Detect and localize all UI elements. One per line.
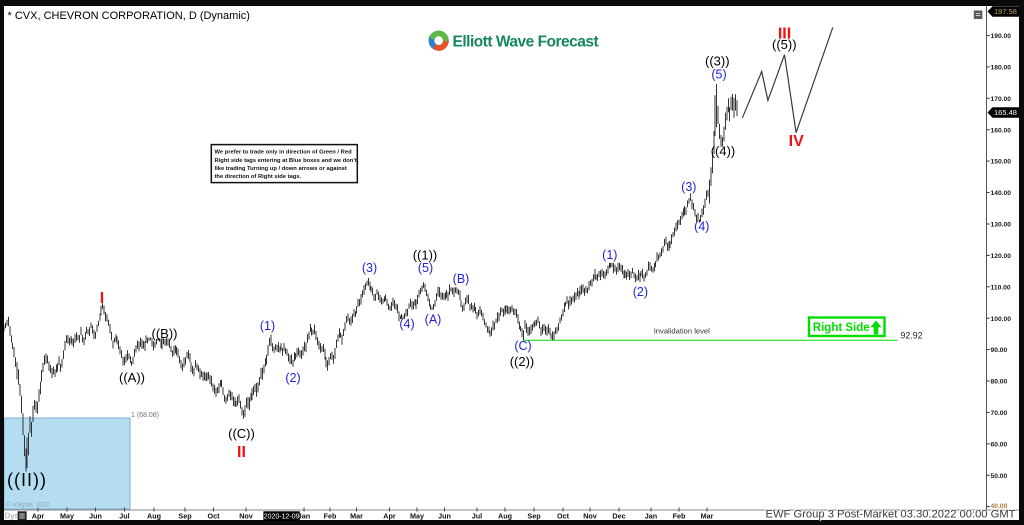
svg-text:110.00: 110.00 xyxy=(991,284,1011,291)
svg-text:((A)): ((A)) xyxy=(119,370,145,385)
svg-text:70.00: 70.00 xyxy=(991,410,1008,417)
svg-text:the direction of Right side ta: the direction of Right side tags. xyxy=(215,174,302,180)
svg-text:170.00: 170.00 xyxy=(991,96,1012,103)
svg-text:120.00: 120.00 xyxy=(991,253,1012,260)
svg-text:165.48: 165.48 xyxy=(994,108,1017,117)
svg-text:Feb: Feb xyxy=(673,512,686,521)
svg-text:EWF Group 3 Post-Market 03.30.: EWF Group 3 Post-Market 03.30.2022 00:00… xyxy=(766,508,1016,520)
svg-text:90.00: 90.00 xyxy=(991,347,1008,354)
svg-text:Aug: Aug xyxy=(147,512,161,521)
svg-text:197.58: 197.58 xyxy=(994,7,1017,16)
svg-text:Jun: Jun xyxy=(89,512,102,521)
svg-text:((3)): ((3)) xyxy=(705,54,730,69)
svg-text:190.00: 190.00 xyxy=(991,33,1012,40)
svg-text:130.00: 130.00 xyxy=(991,222,1012,229)
svg-text:60.00: 60.00 xyxy=(991,441,1008,448)
svg-text:((1)): ((1)) xyxy=(413,248,438,263)
svg-text:(A): (A) xyxy=(425,313,442,327)
svg-text:140.00: 140.00 xyxy=(991,190,1012,197)
svg-text:Nov: Nov xyxy=(583,512,597,521)
svg-text:Nov: Nov xyxy=(239,512,253,521)
svg-text:((2)): ((2)) xyxy=(510,354,535,369)
svg-text:© eSignal, 2022: © eSignal, 2022 xyxy=(7,502,50,509)
svg-text:(1): (1) xyxy=(602,248,617,262)
svg-text:Mar: Mar xyxy=(701,512,714,521)
svg-text:May: May xyxy=(410,512,424,521)
svg-text:((II)): ((II)) xyxy=(7,470,47,490)
svg-text:Jan: Jan xyxy=(298,512,310,521)
svg-text:III: III xyxy=(778,26,791,43)
svg-text:Jul: Jul xyxy=(119,512,129,521)
svg-text:40.00: 40.00 xyxy=(991,503,1008,510)
svg-text:1 (68.08): 1 (68.08) xyxy=(131,412,159,419)
svg-text:* CVX, CHEVRON CORPORATION, D: * CVX, CHEVRON CORPORATION, D (Dynamic) xyxy=(8,10,250,22)
svg-text:100.00: 100.00 xyxy=(991,316,1012,323)
svg-text:92.92: 92.92 xyxy=(901,331,923,341)
svg-text:((B)): ((B)) xyxy=(152,326,178,341)
svg-text:(3): (3) xyxy=(362,261,377,275)
svg-text:((4)): ((4)) xyxy=(711,144,736,159)
svg-text:180.00: 180.00 xyxy=(991,65,1012,72)
svg-text:50.00: 50.00 xyxy=(991,473,1008,480)
svg-text:160.00: 160.00 xyxy=(991,127,1012,134)
svg-text:Sep: Sep xyxy=(527,512,541,521)
svg-text:Mar: Mar xyxy=(350,512,363,521)
svg-text:Jan: Jan xyxy=(645,512,657,521)
svg-text:Apr: Apr xyxy=(383,512,396,521)
svg-text:Jun: Jun xyxy=(438,512,451,521)
svg-text:150.00: 150.00 xyxy=(991,159,1012,166)
svg-text:((5)): ((5)) xyxy=(772,37,797,52)
svg-text:(3): (3) xyxy=(681,180,696,194)
svg-text:Sep: Sep xyxy=(178,512,192,521)
svg-text:Right side tags entering at Bl: Right side tags entering at Blue boxes a… xyxy=(215,158,357,164)
svg-text:Oct: Oct xyxy=(557,512,570,521)
svg-text:(5): (5) xyxy=(418,261,433,275)
svg-text:May: May xyxy=(60,512,74,521)
svg-text:(2): (2) xyxy=(633,285,648,299)
svg-text:II: II xyxy=(237,444,246,461)
svg-text:(4): (4) xyxy=(694,220,709,234)
svg-text:(B): (B) xyxy=(453,272,470,286)
svg-text:(5): (5) xyxy=(711,67,726,81)
svg-text:We prefer to trade only in dir: We prefer to trade only in direction of … xyxy=(215,150,353,156)
svg-text:(1): (1) xyxy=(260,319,275,333)
svg-text:like trading Turning up / down: like trading Turning up / down arrows or… xyxy=(215,166,347,172)
svg-text:Apr: Apr xyxy=(32,512,45,521)
svg-text:(4): (4) xyxy=(399,317,414,331)
svg-text:Elliott Wave Forecast: Elliott Wave Forecast xyxy=(453,34,599,51)
svg-text:(C): (C) xyxy=(514,339,531,353)
svg-text:2020-12-09: 2020-12-09 xyxy=(264,514,300,521)
svg-text:I: I xyxy=(100,290,104,307)
svg-text:Feb: Feb xyxy=(324,512,337,521)
svg-text:Jul: Jul xyxy=(472,512,482,521)
svg-text:Oct: Oct xyxy=(208,512,221,521)
svg-text:(2): (2) xyxy=(285,371,300,385)
svg-text:Invalidation level: Invalidation level xyxy=(654,327,710,336)
svg-text:IV: IV xyxy=(789,133,804,150)
svg-text:((C)): ((C)) xyxy=(228,426,255,441)
svg-text:80.00: 80.00 xyxy=(991,379,1008,386)
svg-text:Dyn: Dyn xyxy=(5,512,20,521)
svg-text:Dec: Dec xyxy=(612,512,625,521)
svg-text:Right Side: Right Side xyxy=(813,322,870,334)
svg-text:Aug: Aug xyxy=(498,512,512,521)
